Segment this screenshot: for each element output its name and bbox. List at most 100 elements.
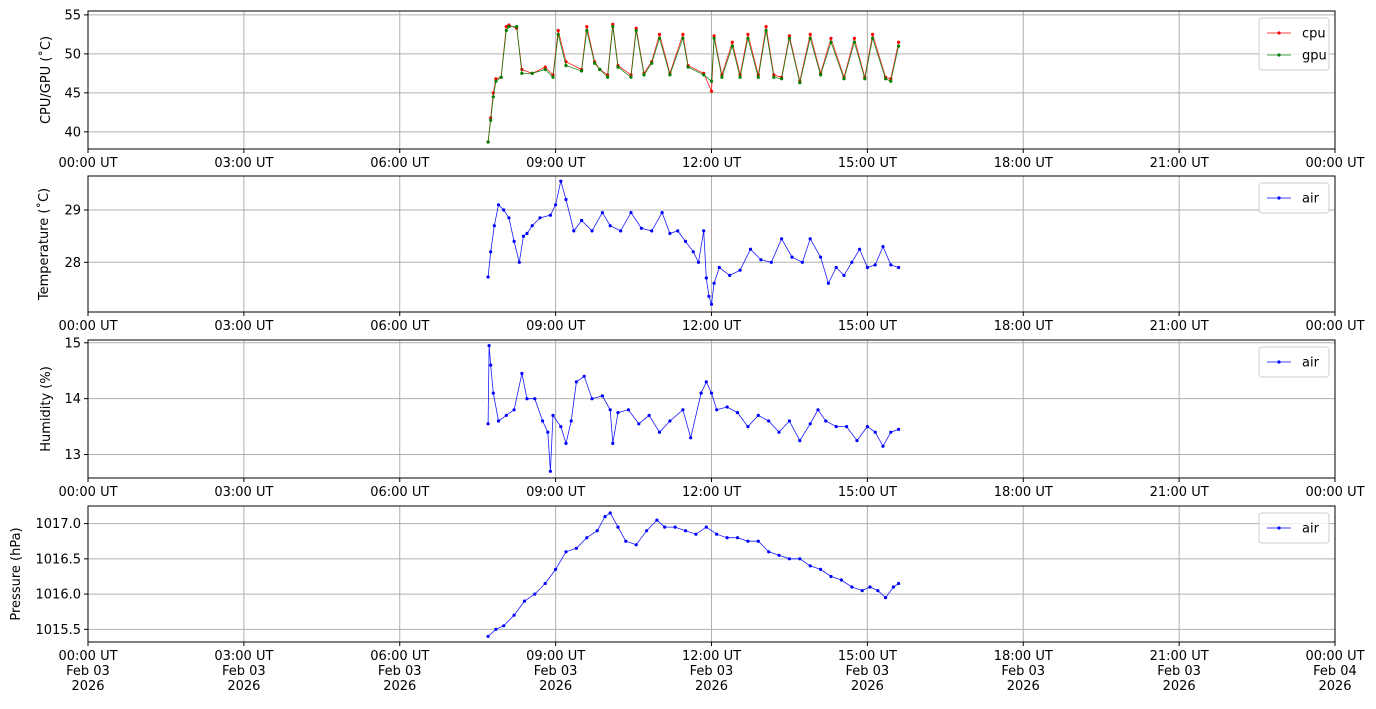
x-tick-label: 18:00 UT	[994, 319, 1053, 334]
data-point-gpu	[515, 25, 519, 29]
data-point-air	[647, 413, 651, 417]
data-point-air	[881, 245, 885, 249]
data-point-gpu	[871, 36, 875, 40]
data-point-air	[884, 596, 888, 600]
data-point-air	[639, 226, 644, 230]
data-point-air	[582, 374, 586, 378]
data-point-air	[717, 265, 721, 270]
data-point-cpu	[556, 28, 560, 33]
x-tick-label-line: 21:00 UT	[1150, 156, 1209, 171]
legend-label-air: air	[1302, 522, 1320, 537]
data-point-air	[548, 213, 553, 217]
legend-box	[1258, 346, 1330, 378]
data-point-air	[790, 255, 794, 259]
data-point-air	[668, 419, 672, 423]
y-tick-label: 1016.5	[36, 552, 82, 567]
data-point-air	[486, 275, 490, 279]
y-tick-label: 13	[64, 448, 81, 463]
data-point-air	[777, 430, 781, 434]
data-point-air	[897, 581, 901, 586]
data-point-air	[704, 276, 708, 280]
data-point-air	[525, 397, 529, 401]
data-point-air	[590, 229, 594, 233]
data-point-air	[800, 260, 805, 264]
data-point-air	[533, 397, 537, 401]
legend-label-gpu: gpu	[1302, 49, 1327, 64]
legend-marker-air	[1277, 360, 1281, 364]
data-point-air	[657, 430, 662, 434]
data-point-air	[709, 302, 714, 306]
data-point-gpu	[499, 75, 503, 79]
data-point-air	[834, 425, 838, 429]
data-point-air	[715, 532, 719, 536]
data-point-air	[839, 578, 844, 582]
data-point-gpu	[712, 36, 716, 40]
series-line-gpu	[487, 26, 899, 143]
data-point-air	[715, 408, 719, 412]
data-point-air	[735, 411, 740, 415]
data-point-air	[748, 247, 753, 251]
x-tick-label-line: 15:00 UT	[838, 485, 897, 500]
x-tick-label-line: 03:00 UT	[214, 156, 273, 171]
data-point-air	[694, 532, 698, 536]
data-point-air	[645, 529, 649, 533]
data-point-gpu	[629, 75, 633, 79]
data-point-gpu	[564, 64, 568, 68]
data-point-cpu	[543, 65, 547, 69]
data-point-air	[673, 525, 677, 529]
series-line-air	[487, 181, 899, 305]
data-point-air	[855, 439, 859, 443]
data-point-air	[512, 613, 516, 617]
data-point-gpu	[668, 73, 672, 77]
y-axis-label: Humidity (%)	[39, 366, 54, 452]
y-tick-label: 15	[64, 336, 81, 351]
x-tick-label-line: 2026	[383, 679, 416, 694]
x-tick-label-line: Feb 03	[66, 664, 110, 679]
data-point-cpu	[764, 25, 768, 29]
data-point-air	[873, 263, 877, 267]
data-point-air	[808, 564, 812, 568]
x-tick-label-line: Feb 03	[222, 664, 266, 679]
data-point-cpu	[852, 36, 857, 40]
data-point-air	[691, 250, 695, 254]
data-point-gpu	[650, 61, 654, 65]
x-tick-label-line: 2026	[695, 679, 728, 694]
legend: air	[1258, 512, 1330, 544]
data-point-cpu	[585, 25, 589, 29]
x-tick-label: 06:00 UT Feb 03 2026	[370, 649, 429, 694]
legend-label-air: air	[1302, 356, 1320, 371]
data-point-gpu	[780, 77, 784, 81]
data-point-air	[590, 397, 594, 401]
data-point-cpu	[611, 22, 615, 26]
data-point-gpu	[616, 65, 620, 69]
data-point-air	[819, 255, 823, 259]
y-axis-label: Temperature (˚C)	[36, 188, 52, 301]
data-point-air	[489, 363, 493, 367]
data-point-air	[787, 557, 792, 561]
legend-marker-air	[1277, 526, 1281, 530]
data-point-gpu	[507, 25, 511, 29]
x-tick-label-line: Feb 03	[690, 664, 734, 679]
x-tick-label-line: 2026	[1318, 679, 1351, 694]
data-point-air	[819, 567, 823, 572]
data-point-gpu	[746, 36, 750, 40]
x-tick-label-line: 00:00 UT	[58, 319, 117, 334]
data-point-air	[759, 258, 763, 262]
x-tick-label-line: 15:00 UT	[838, 649, 897, 664]
data-point-air	[543, 581, 547, 586]
data-point-air	[554, 203, 558, 207]
x-tick-label-line: 2026	[227, 679, 260, 694]
data-point-air	[629, 211, 633, 215]
x-tick-label: 09:00 UT	[526, 485, 585, 500]
data-point-air	[502, 208, 506, 212]
y-tick-label: 14	[64, 392, 81, 407]
data-point-air	[845, 425, 849, 429]
legend: cpu gpu	[1258, 17, 1330, 71]
x-tick-label-line: 18:00 UT	[994, 319, 1053, 334]
subplot-1: 40 45 50 55 00:00 UT 03:00 UT 06:00 UT 09:00 UT…	[38, 8, 1365, 171]
data-point-air	[489, 250, 493, 254]
x-tick-label-line: 06:00 UT	[370, 156, 429, 171]
x-tick-label: 00:00 UT Feb 03 2026	[58, 649, 117, 694]
data-point-air	[676, 229, 680, 233]
data-point-gpu	[580, 69, 584, 73]
